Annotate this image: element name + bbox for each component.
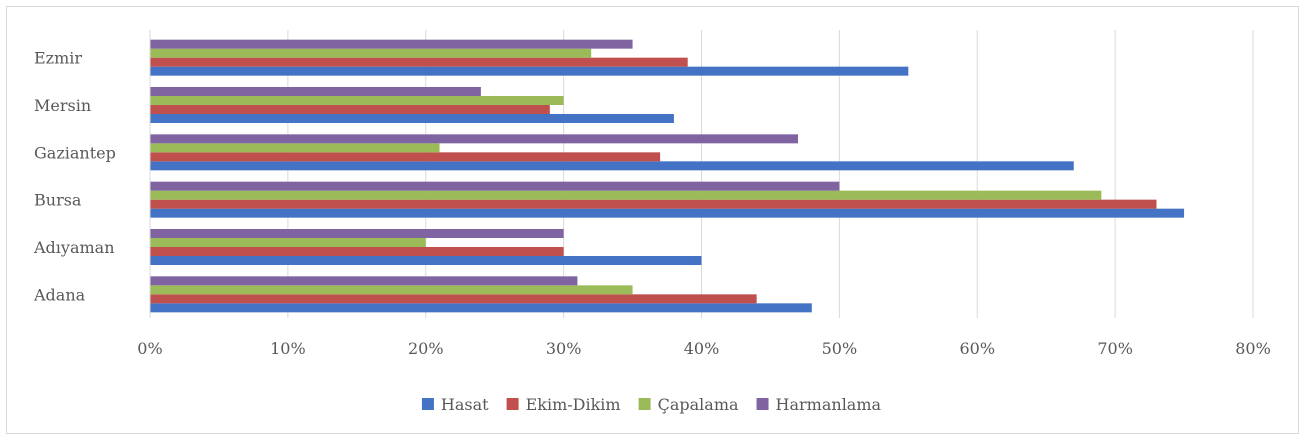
x-tick-label: 80% (1235, 339, 1271, 358)
bar-harmanlama (150, 87, 481, 96)
x-tick-label: 0% (137, 339, 162, 358)
x-tick-label: 60% (959, 339, 995, 358)
bar-harmanlama (150, 134, 799, 144)
bar-hasat (150, 114, 674, 123)
legend-swatch (756, 398, 769, 410)
category-label: Gaziantep (34, 143, 116, 162)
bar--apalama (150, 285, 633, 295)
legend: Hasat Ekim-Dikim Çapalama Harmanlama (421, 395, 882, 414)
bar-ekim-dikim (150, 57, 688, 67)
bars (150, 39, 1185, 313)
gridlines (287, 30, 1254, 318)
x-tick-label: 20% (408, 339, 444, 358)
legend-swatch (421, 398, 434, 410)
x-tick-labels: 0% 10% 20% 30% 40% 50% 60% 70% 80% (137, 339, 1270, 358)
category-label: Adıyaman (33, 238, 115, 257)
x-tick-label: 40% (684, 339, 720, 358)
legend-swatch (638, 398, 651, 410)
bar-harmanlama (150, 229, 564, 238)
bar--apalama (150, 48, 592, 58)
legend-label: Çapalama (658, 395, 739, 414)
category-label: Bursa (34, 191, 82, 210)
bar-hasat (150, 66, 909, 76)
x-tick-label: 10% (270, 339, 306, 358)
bar-hasat (150, 161, 1074, 171)
bar-ekim-dikim (150, 199, 1157, 209)
bar-hasat (150, 256, 702, 265)
bar--apalama (150, 96, 564, 105)
legend-swatch (506, 398, 519, 410)
x-tick-label: 70% (1097, 339, 1133, 358)
category-label: Mersin (34, 96, 91, 115)
category-label: Ezmir (34, 49, 82, 68)
bar-ekim-dikim (150, 105, 550, 114)
x-tick-label: 50% (822, 339, 858, 358)
category-labels: Adana Adıyaman Bursa Gaziantep Mersin Ezmir (33, 49, 116, 305)
bar-hasat (150, 303, 812, 313)
bar--apalama (150, 190, 1102, 200)
legend-label: Hasat (441, 395, 489, 414)
bar-hasat (150, 208, 1185, 218)
bar-harmanlama (150, 276, 578, 286)
bar-harmanlama (150, 39, 633, 49)
bar--apalama (150, 238, 426, 247)
bar--apalama (150, 143, 440, 153)
legend-label: Ekim-Dikim (526, 395, 621, 414)
bar-ekim-dikim (150, 247, 564, 256)
bar-ekim-dikim (150, 294, 757, 304)
legend-label: Harmanlama (776, 395, 882, 414)
bar-ekim-dikim (150, 152, 661, 162)
x-tick-label: 30% (546, 339, 582, 358)
chart-frame (6, 6, 1299, 434)
category-label: Adana (33, 285, 86, 304)
bar-harmanlama (150, 181, 840, 191)
